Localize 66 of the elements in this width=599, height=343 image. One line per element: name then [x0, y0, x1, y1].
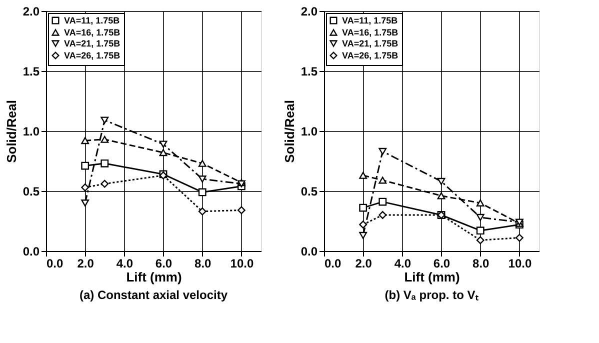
point: [378, 198, 387, 206]
point: [359, 232, 368, 239]
point: [378, 176, 387, 184]
legend-label: VA=21, 1.75B: [64, 38, 121, 48]
point: [198, 207, 206, 216]
legend-label: VA=11, 1.75B: [342, 16, 398, 26]
x-tick-label: 8.0: [194, 256, 212, 270]
x-tick-label: 10.0: [230, 256, 254, 270]
point: [100, 136, 109, 143]
x-tick-label: 6.0: [155, 256, 172, 270]
point: [100, 180, 109, 188]
point: [359, 220, 368, 229]
x-tick-label: 4.0: [394, 256, 412, 270]
x-axis-title: Lift (mm): [404, 270, 460, 284]
x-tick-label: 10.0: [508, 256, 532, 270]
point: [378, 148, 387, 155]
point: [159, 149, 168, 156]
point: [198, 188, 206, 196]
point: [516, 234, 524, 242]
point: [198, 175, 206, 183]
point: [437, 178, 446, 185]
y-tick-label: 2.0: [300, 4, 318, 18]
point: [476, 236, 484, 244]
x-tick-label: 4.0: [116, 256, 134, 270]
point: [476, 226, 484, 235]
x-tick-label: 8.0: [472, 256, 490, 270]
point: [476, 199, 484, 207]
y-tick-label: 1.0: [22, 124, 40, 138]
point: [81, 162, 90, 170]
legend-label: VA=21, 1.75B: [342, 38, 399, 48]
y-tick-label: 0.5: [300, 184, 318, 198]
x-axis-title: Lift (mm): [126, 270, 182, 284]
legend-label: VA=11, 1.75B: [64, 16, 120, 26]
point: [198, 160, 206, 167]
y-axis-title: Solid/Real: [282, 100, 297, 163]
text: (b) Vₐ prop. to Vₜ: [384, 288, 478, 302]
point: [81, 199, 90, 207]
legend-label: VA=16, 1.75B: [64, 28, 121, 38]
point: [100, 159, 109, 168]
y-tick-label: 0.0: [300, 244, 318, 258]
legend-label: VA=26, 1.75B: [342, 50, 399, 60]
point: [81, 137, 90, 144]
point: [378, 211, 387, 219]
legend-label: VA=16, 1.75B: [342, 28, 399, 38]
y-tick-label: 1.5: [22, 64, 40, 78]
y-tick-label: 1.0: [300, 124, 318, 138]
point: [159, 140, 168, 148]
x-tick-label: 2.0: [77, 256, 94, 270]
point: [437, 192, 446, 200]
y-tick-label: 2.0: [22, 4, 40, 18]
point: [359, 172, 368, 179]
x-tick-label: 6.0: [433, 256, 450, 270]
y-tick-label: 1.5: [300, 64, 318, 78]
y-tick-label: 0.5: [22, 184, 40, 198]
point: [81, 183, 90, 192]
text: (a) Constant axial velocity: [79, 288, 228, 302]
legend-label: VA=26, 1.75B: [64, 50, 121, 60]
point: [238, 206, 246, 214]
point: [476, 214, 484, 221]
y-tick-label: 0.0: [22, 244, 40, 258]
x-tick-label: 0.0: [324, 256, 342, 270]
x-tick-label: 2.0: [355, 256, 372, 270]
x-tick-label: 0.0: [46, 256, 64, 270]
point: [359, 204, 368, 212]
y-axis-title: Solid/Real: [4, 100, 19, 163]
point: [100, 116, 109, 124]
